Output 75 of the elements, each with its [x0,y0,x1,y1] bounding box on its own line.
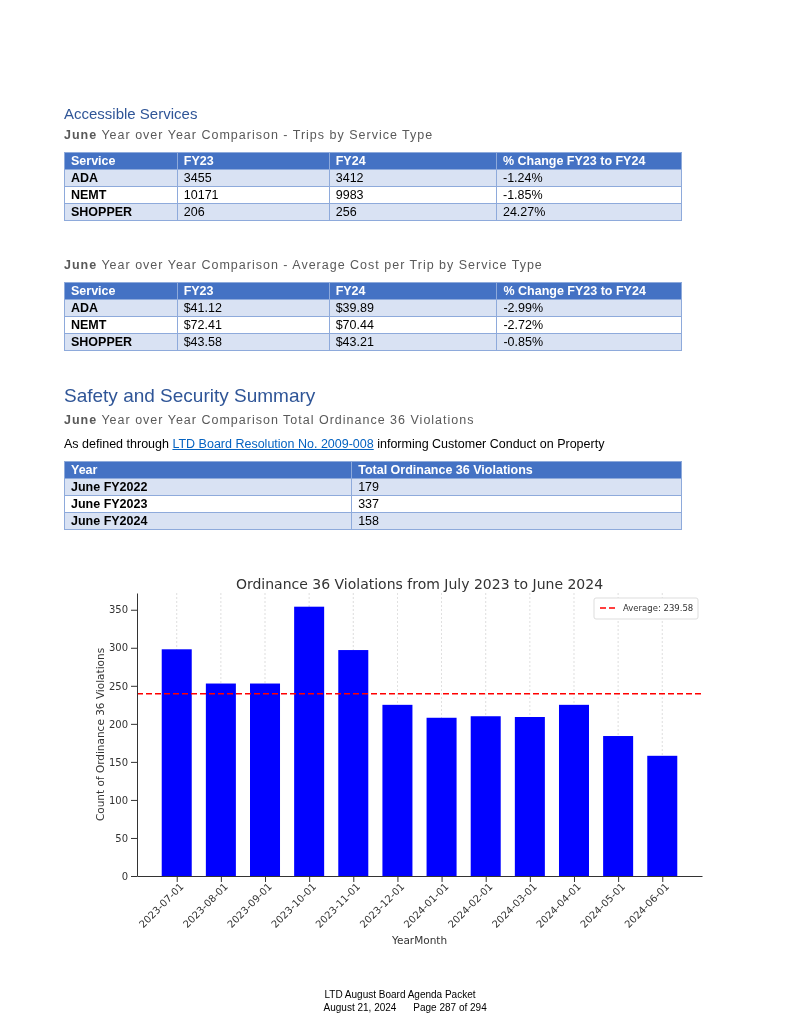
bar [338,650,369,876]
text: $70.44 [335,318,374,332]
legend-label: Average: 239.58 [623,603,694,613]
category-label: Total Ordinance 36 Violations [351,461,682,479]
text: LTD August Board Agenda Packet [323,989,477,1000]
text: August 21, 2024 [323,1002,397,1013]
category-label: FY24 [329,152,497,170]
text: LTD Board Resolution No. 2009-008 [172,437,374,451]
category-label: Service [64,152,178,170]
text: June Year over Year Comparison Total Ordinance 36 Violations [64,413,475,427]
y-tick-label: 250 [108,680,128,692]
text: 206 [183,205,205,219]
category-label: Year [64,461,352,479]
text: $43.58 [183,335,222,349]
bar [426,717,457,876]
text: Page 287 of 294 [413,1002,487,1013]
bar [514,717,545,876]
y-axis-title: Count of Ordinance 36 Violations [94,647,106,822]
bar [558,704,589,876]
text: 179 [358,480,380,494]
category-label: ADA [71,171,99,185]
chart-title: Ordinance 36 Violations from July 2023 to June 2024 [235,576,604,592]
y-tick-label: 350 [108,604,128,616]
text: -1.85% [502,188,543,202]
category-label: NEMT [71,188,107,202]
category-label: Service [64,282,178,300]
category-label: SHOPPER [71,205,133,219]
category-label: % Change FY23 to FY24 [496,282,682,300]
y-tick-label: 300 [108,642,128,654]
bar [294,606,325,876]
bar [470,716,501,876]
category-label: June FY2024 [71,514,148,528]
text: -1.24% [502,171,543,185]
text: $43.21 [335,335,374,349]
text: 337 [358,497,380,511]
text: 9983 [335,188,364,202]
text: Accessible Services [64,105,199,122]
category-label: June FY2023 [71,497,148,511]
text: -0.85% [503,335,544,349]
category-label: SHOPPER [71,335,133,349]
category-label: FY23 [177,152,330,170]
text: 3412 [335,171,364,185]
text: June Year over Year Comparison - Average Cost per Trip by Service Type [64,258,543,272]
category-label: FY24 [329,282,497,300]
text: -2.72% [503,318,544,332]
text: $72.41 [183,318,222,332]
text: -2.99% [503,301,544,315]
bar [603,736,634,876]
x-axis-title: YearMonth [390,934,448,946]
text: 256 [335,205,357,219]
bar [161,649,192,876]
y-tick-label: 200 [108,718,128,730]
category-label: NEMT [71,318,107,332]
y-tick-label: 150 [108,756,128,768]
text: June Year over Year Comparison - Trips by Service Type [64,128,434,142]
text: $41.12 [183,301,222,315]
text: Safety and Security Summary [64,385,317,407]
category-label: ADA [71,301,99,315]
bar [647,755,678,876]
y-tick-label: 50 [115,832,128,844]
bar [205,683,236,876]
category-label: June FY2022 [71,480,148,494]
category-label: FY23 [177,282,330,300]
text: informing Customer Conduct on Property [377,437,605,451]
text: 24.27% [502,205,546,219]
bar [382,704,413,876]
y-tick-label: 100 [108,794,128,806]
text: As defined through [64,437,169,451]
category-label: % Change FY23 to FY24 [496,152,682,170]
text: 158 [358,514,380,528]
y-tick-label: 0 [121,870,128,882]
text: $39.89 [335,301,374,315]
bar [250,683,281,876]
text: 10171 [183,188,219,202]
text: 3455 [183,171,212,185]
